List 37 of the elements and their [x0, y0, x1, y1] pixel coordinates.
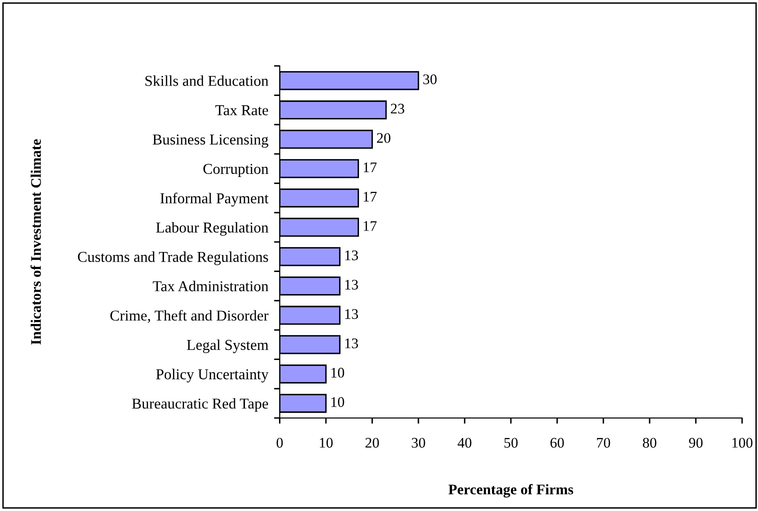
x-axis-title: Percentage of Firms — [448, 484, 574, 498]
y-tick-label: Policy Uncertainty — [156, 368, 269, 382]
x-tick-label: 100 — [732, 438, 752, 448]
data-label: 30 — [423, 74, 437, 84]
y-tick-label: Crime, Theft and Disorder — [110, 310, 268, 323]
y-tick-label: Bureaucratic Red Tape — [132, 398, 268, 412]
x-tick-label: 80 — [642, 438, 656, 448]
y-axis-title: Indicators of Investment Climate — [30, 139, 41, 345]
x-tick-label: 30 — [412, 438, 426, 448]
data-label: 10 — [331, 368, 344, 378]
y-tick-label: Skills and Education — [145, 75, 268, 86]
x-tick-label: 20 — [366, 438, 379, 448]
data-label: 13 — [345, 280, 358, 290]
data-label: 17 — [364, 221, 377, 231]
y-tick-label: Informal Payment — [160, 192, 269, 206]
x-tick-label: 90 — [689, 438, 703, 448]
data-label: 17 — [364, 162, 377, 172]
y-tick-label: Labour Regulation — [156, 222, 268, 236]
data-label: 13 — [345, 309, 358, 319]
data-label: 23 — [390, 104, 404, 114]
y-tick-label: Corruption — [203, 164, 268, 178]
data-label: 10 — [331, 397, 344, 407]
data-label: 17 — [364, 192, 377, 202]
x-tick-label: 70 — [597, 438, 610, 448]
y-tick-label: Customs and Trade Regulations — [78, 251, 268, 266]
data-label: 13 — [345, 338, 358, 348]
data-label: 20 — [376, 133, 390, 143]
y-tick-label: Legal System — [186, 339, 268, 354]
x-tick-label: 50 — [504, 438, 518, 448]
x-tick-label: 60 — [550, 438, 564, 448]
x-tick-label: 0 — [276, 438, 283, 448]
x-tick-label: 40 — [458, 438, 472, 448]
y-tick-label: Business Licensing — [152, 134, 268, 148]
y-tick-label: Tax Rate — [215, 105, 268, 116]
x-tick-label: 10 — [320, 438, 333, 448]
y-tick-label: Tax Administration — [152, 280, 268, 292]
data-label: 13 — [345, 250, 358, 260]
